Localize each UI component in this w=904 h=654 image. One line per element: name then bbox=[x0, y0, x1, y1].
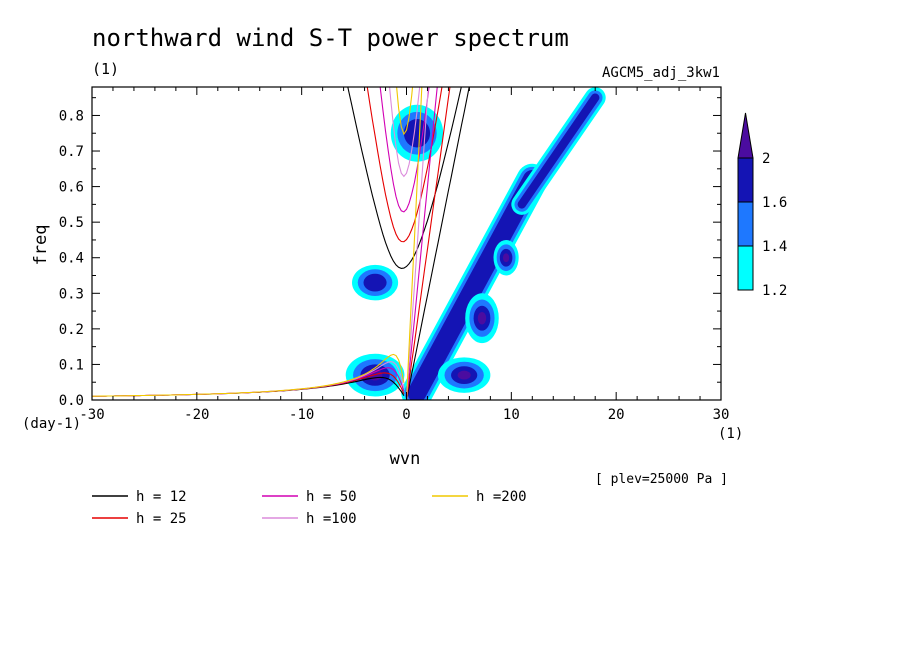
power-blob-kelvin-core-up bbox=[502, 253, 510, 263]
x-tick-label: 10 bbox=[503, 407, 520, 423]
x-unit-label: (1) bbox=[718, 426, 743, 442]
colorbar-swatch bbox=[737, 201, 754, 247]
colorbar: 2 1.6 1.4 1.2 bbox=[737, 112, 787, 299]
x-axis: -30 -20 -10 0 10 20 30 bbox=[79, 87, 729, 423]
x-tick-label: 0 bbox=[402, 407, 410, 423]
y-unit-label: (day-1) bbox=[22, 416, 81, 432]
dispersion-curves bbox=[92, 87, 470, 400]
gravity-curve-h12 bbox=[347, 87, 462, 269]
colorbar-swatch bbox=[737, 157, 754, 203]
power-blob-mid-blob bbox=[363, 273, 387, 292]
legend-label: h =100 bbox=[306, 511, 357, 527]
y-tick-label: 0.1 bbox=[59, 357, 84, 373]
colorbar-label: 1.4 bbox=[762, 239, 787, 255]
chart-subtitle-left: (1) bbox=[92, 60, 119, 78]
y-tick-label: 0.2 bbox=[59, 322, 84, 338]
y-tick-label: 0.0 bbox=[59, 393, 84, 409]
y-tick-label: 0.3 bbox=[59, 286, 84, 302]
y-tick-label: 0.4 bbox=[59, 251, 84, 267]
legend-label: h = 12 bbox=[136, 489, 187, 505]
x-axis-title: wvn bbox=[390, 449, 421, 469]
x-tick-label: 20 bbox=[608, 407, 625, 423]
x-tick-label: -10 bbox=[289, 407, 314, 423]
kelvin-curve-h12 bbox=[405, 87, 470, 400]
colorbar-label: 1.6 bbox=[762, 195, 787, 211]
legend-label: h = 25 bbox=[136, 511, 187, 527]
colorbar-swatch bbox=[737, 245, 754, 291]
power-blob-kelvin-core-mid bbox=[477, 311, 487, 325]
y-tick-label: 0.6 bbox=[59, 180, 84, 196]
y-tick-label: 0.8 bbox=[59, 108, 84, 124]
y-tick-label: 0.7 bbox=[59, 144, 84, 160]
legend-label: h =200 bbox=[476, 489, 527, 505]
x-tick-label: 30 bbox=[713, 407, 730, 423]
rossby-curve-h200 bbox=[92, 353, 405, 397]
y-tick-label: 0.5 bbox=[59, 215, 84, 231]
x-tick-label: -30 bbox=[79, 407, 104, 423]
plev-annotation: [ plev=25000 Pa ] bbox=[595, 472, 728, 487]
chart-title: northward wind S-T power spectrum bbox=[92, 24, 569, 52]
gravity-curve-h200 bbox=[396, 87, 414, 136]
colorbar-arrow bbox=[737, 112, 754, 159]
power-blob-kelvin-core-low bbox=[457, 370, 471, 380]
colorbar-label: 2 bbox=[762, 151, 770, 167]
power-shading bbox=[345, 87, 606, 400]
x-tick-label: -20 bbox=[184, 407, 209, 423]
gravity-curve-h50 bbox=[379, 87, 430, 213]
colorbar-label: 1.2 bbox=[762, 283, 787, 299]
chart-subtitle-right: AGCM5_adj_3kw1 bbox=[602, 65, 720, 81]
plot-area: -30 -20 -10 0 10 20 30 0.00.10.20.30.40.50.60.… bbox=[59, 86, 729, 423]
power-band-upper-right-band bbox=[517, 93, 600, 209]
power-band-kelvin-band bbox=[407, 170, 542, 400]
gravity-curve-h100 bbox=[389, 87, 421, 178]
gravity-curve-h25 bbox=[366, 87, 443, 243]
legend-label: h = 50 bbox=[306, 489, 357, 505]
y-axis: 0.0 0.1 0.2 0.3 0.4 0.5 0.6 0.7 0.8 bbox=[59, 97, 721, 409]
legend: h = 12 h = 25 h = 50 h =100 h =200 bbox=[92, 489, 527, 527]
y-axis-title: freq bbox=[31, 225, 51, 266]
